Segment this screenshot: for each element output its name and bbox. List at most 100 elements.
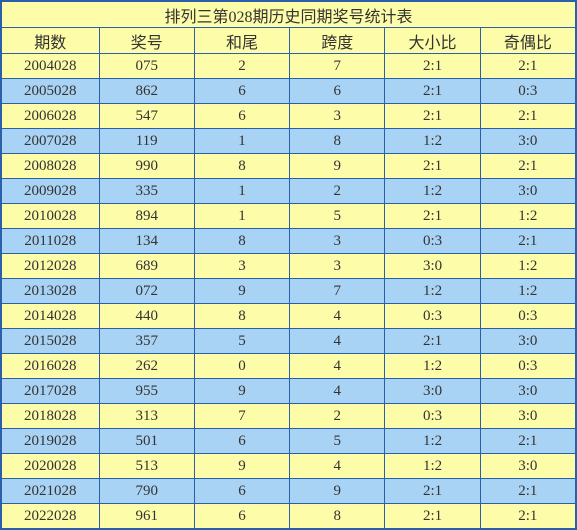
cell-12-0: 2016028 [2,354,100,379]
cell-6-5: 1:2 [480,204,575,229]
cell-7-5: 2:1 [480,229,575,254]
cell-8-4: 3:0 [385,254,480,279]
cell-7-1: 134 [99,229,194,254]
cell-9-3: 7 [290,279,385,304]
cell-18-0: 2022028 [2,504,100,529]
cell-4-4: 2:1 [385,154,480,179]
cell-14-2: 7 [194,404,289,429]
cell-1-4: 2:1 [385,79,480,104]
col-header-2: 和尾 [194,28,289,54]
cell-13-5: 3:0 [480,379,575,404]
cell-5-5: 3:0 [480,179,575,204]
cell-9-5: 1:2 [480,279,575,304]
cell-9-1: 072 [99,279,194,304]
cell-11-1: 357 [99,329,194,354]
cell-11-2: 5 [194,329,289,354]
cell-13-0: 2017028 [2,379,100,404]
table-row: 2011028134830:32:1 [2,229,576,254]
cell-0-2: 2 [194,54,289,79]
table-row: 2006028547632:12:1 [2,104,576,129]
cell-4-3: 9 [290,154,385,179]
table-row: 2007028119181:23:0 [2,129,576,154]
cell-5-0: 2009028 [2,179,100,204]
cell-5-1: 335 [99,179,194,204]
cell-12-5: 0:3 [480,354,575,379]
cell-7-0: 2011028 [2,229,100,254]
cell-10-2: 8 [194,304,289,329]
table-body: 2004028075272:12:12005028862662:10:32006… [2,54,576,529]
cell-9-0: 2013028 [2,279,100,304]
cell-18-1: 961 [99,504,194,529]
cell-16-1: 513 [99,454,194,479]
cell-14-0: 2018028 [2,404,100,429]
table-row: 2018028313720:33:0 [2,404,576,429]
cell-1-0: 2005028 [2,79,100,104]
table-row: 2022028961682:12:1 [2,504,576,529]
cell-8-0: 2012028 [2,254,100,279]
table-row: 2016028262041:20:3 [2,354,576,379]
table-row: 2014028440840:30:3 [2,304,576,329]
cell-18-3: 8 [290,504,385,529]
cell-11-4: 2:1 [385,329,480,354]
cell-18-4: 2:1 [385,504,480,529]
cell-11-0: 2015028 [2,329,100,354]
cell-1-1: 862 [99,79,194,104]
col-header-0: 期数 [2,28,100,54]
cell-6-0: 2010028 [2,204,100,229]
cell-16-4: 1:2 [385,454,480,479]
cell-3-1: 119 [99,129,194,154]
cell-10-0: 2014028 [2,304,100,329]
cell-14-1: 313 [99,404,194,429]
cell-0-1: 075 [99,54,194,79]
cell-15-5: 2:1 [480,429,575,454]
cell-13-3: 4 [290,379,385,404]
col-header-4: 大小比 [385,28,480,54]
table-container: 排列三第028期历史同期奖号统计表 期数奖号和尾跨度大小比奇偶比 2004028… [0,0,577,530]
cell-12-3: 4 [290,354,385,379]
cell-8-2: 3 [194,254,289,279]
cell-0-0: 2004028 [2,54,100,79]
table-row: 2019028501651:22:1 [2,429,576,454]
cell-5-3: 2 [290,179,385,204]
col-header-3: 跨度 [290,28,385,54]
table-row: 2020028513941:23:0 [2,454,576,479]
cell-12-4: 1:2 [385,354,480,379]
header-row: 期数奖号和尾跨度大小比奇偶比 [2,28,576,54]
table-row: 2010028894152:11:2 [2,204,576,229]
cell-12-2: 0 [194,354,289,379]
table-row: 2005028862662:10:3 [2,79,576,104]
cell-0-5: 2:1 [480,54,575,79]
lottery-history-table: 排列三第028期历史同期奖号统计表 期数奖号和尾跨度大小比奇偶比 2004028… [1,1,576,529]
cell-2-1: 547 [99,104,194,129]
cell-6-4: 2:1 [385,204,480,229]
cell-4-1: 990 [99,154,194,179]
cell-7-2: 8 [194,229,289,254]
col-header-1: 奖号 [99,28,194,54]
table-row: 2021028790692:12:1 [2,479,576,504]
table-row: 2017028955943:03:0 [2,379,576,404]
cell-17-5: 2:1 [480,479,575,504]
cell-9-2: 9 [194,279,289,304]
cell-1-5: 0:3 [480,79,575,104]
cell-14-4: 0:3 [385,404,480,429]
cell-17-4: 2:1 [385,479,480,504]
cell-5-4: 1:2 [385,179,480,204]
cell-1-2: 6 [194,79,289,104]
cell-4-0: 2008028 [2,154,100,179]
cell-5-2: 1 [194,179,289,204]
cell-8-3: 3 [290,254,385,279]
cell-3-2: 1 [194,129,289,154]
cell-13-1: 955 [99,379,194,404]
cell-17-3: 9 [290,479,385,504]
cell-12-1: 262 [99,354,194,379]
cell-9-4: 1:2 [385,279,480,304]
cell-3-3: 8 [290,129,385,154]
cell-15-1: 501 [99,429,194,454]
cell-3-0: 2007028 [2,129,100,154]
cell-10-4: 0:3 [385,304,480,329]
cell-17-0: 2021028 [2,479,100,504]
table-title: 排列三第028期历史同期奖号统计表 [2,2,576,28]
cell-0-3: 7 [290,54,385,79]
cell-13-4: 3:0 [385,379,480,404]
cell-4-2: 8 [194,154,289,179]
